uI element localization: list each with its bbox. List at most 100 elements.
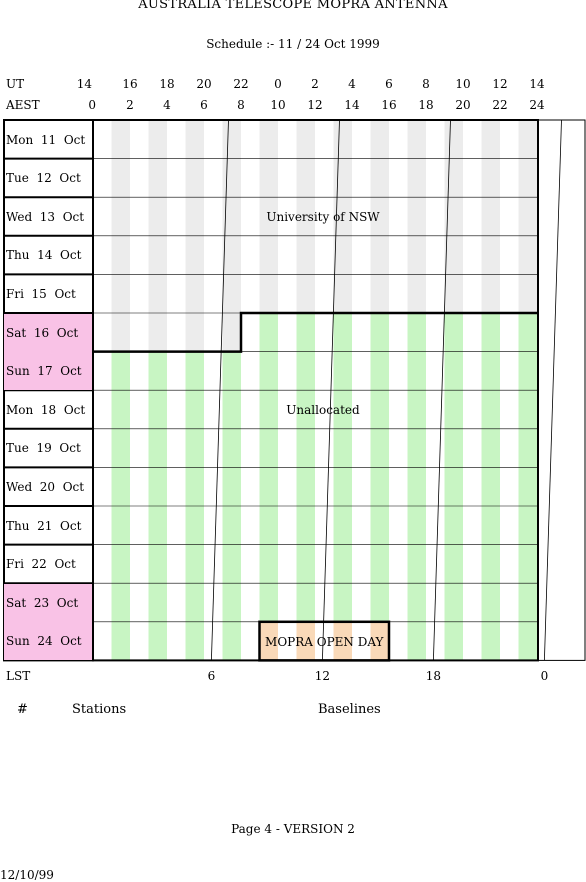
hour-shade bbox=[333, 390, 352, 429]
hour-shade bbox=[185, 390, 204, 429]
hour-shade bbox=[333, 351, 352, 391]
hour-shade bbox=[444, 235, 463, 275]
hour-shade bbox=[148, 274, 167, 313]
aest-tick: 24 bbox=[529, 98, 545, 112]
hour-shade bbox=[518, 621, 537, 661]
ut-tick: 2 bbox=[311, 77, 319, 91]
hour-shade bbox=[222, 120, 241, 159]
day-number: 24 bbox=[37, 634, 53, 649]
hour-shade bbox=[148, 197, 167, 236]
day-label: Sun 17 Oct bbox=[4, 352, 92, 391]
day-number: 20 bbox=[39, 479, 56, 494]
day-number: 21 bbox=[37, 518, 53, 533]
day-number: 11 bbox=[40, 132, 57, 147]
day-number: 13 bbox=[39, 209, 56, 224]
hour-shade bbox=[222, 583, 241, 622]
hour-shade bbox=[333, 120, 352, 159]
allocation-boundary bbox=[93, 311, 538, 353]
lst-tick: 6 bbox=[207, 669, 216, 683]
legend-stations: Stations bbox=[72, 702, 127, 717]
day-month: Oct bbox=[60, 364, 82, 379]
hour-shade bbox=[148, 235, 167, 275]
ut-tick: 4 bbox=[348, 77, 356, 91]
hour-shade bbox=[407, 351, 426, 391]
hour-shade bbox=[333, 235, 352, 275]
hour-shade bbox=[370, 197, 389, 236]
hour-shade bbox=[481, 120, 500, 159]
hour-shade bbox=[333, 506, 352, 545]
hour-shade bbox=[518, 467, 537, 506]
day-number: 19 bbox=[36, 441, 52, 456]
hour-shade bbox=[148, 390, 167, 429]
hour-shade bbox=[148, 544, 167, 584]
allocation-backgrounds bbox=[111, 120, 537, 661]
hour-shade bbox=[148, 506, 167, 545]
hour-shade bbox=[259, 274, 278, 313]
hour-shade bbox=[407, 428, 426, 468]
day-month: Oct bbox=[59, 171, 81, 186]
hour-shade bbox=[111, 351, 130, 391]
hour-shade bbox=[296, 467, 315, 506]
day-month: Oct bbox=[63, 402, 86, 417]
hour-shade bbox=[333, 158, 352, 198]
hour-shade bbox=[407, 506, 426, 545]
hour-shade bbox=[111, 621, 130, 661]
day-month: Oct bbox=[60, 634, 82, 649]
hour-shade bbox=[222, 313, 241, 352]
day-name: Tue bbox=[6, 171, 29, 186]
hour-shade bbox=[185, 313, 204, 352]
hour-shade bbox=[185, 235, 204, 275]
lst-lines bbox=[211, 119, 562, 661]
day-name: Thu bbox=[6, 518, 30, 533]
hour-shade bbox=[407, 274, 426, 313]
hour-shade bbox=[444, 351, 463, 391]
hour-shade bbox=[518, 351, 537, 391]
hour-shade bbox=[296, 544, 315, 584]
hour-shade bbox=[185, 506, 204, 545]
open-day-label: MOPRA OPEN DAY bbox=[265, 634, 384, 649]
lst-line bbox=[211, 119, 229, 661]
ut-tick: 14 bbox=[76, 77, 92, 91]
day-name: Tue bbox=[6, 441, 29, 456]
hour-shade bbox=[333, 467, 352, 506]
hour-shade bbox=[481, 390, 500, 429]
day-label: Thu 21 Oct bbox=[4, 507, 92, 545]
lst-axis-label: LST bbox=[6, 669, 31, 683]
hour-shade bbox=[481, 428, 500, 468]
aest-tick: 4 bbox=[163, 98, 171, 112]
hour-shade bbox=[222, 158, 241, 198]
hour-shade bbox=[296, 197, 315, 236]
day-number: 16 bbox=[33, 325, 50, 340]
hour-shade bbox=[222, 544, 241, 584]
hour-shade bbox=[333, 313, 352, 352]
aest-tick: 10 bbox=[270, 98, 286, 112]
hour-shade bbox=[222, 197, 241, 236]
day-number: 18 bbox=[40, 402, 57, 417]
hour-shade bbox=[370, 390, 389, 429]
day-name: Sat bbox=[6, 595, 27, 610]
hour-shade bbox=[518, 583, 537, 622]
hour-shade bbox=[111, 544, 130, 584]
day-month: Oct bbox=[56, 595, 79, 610]
day-label: Sat 23 Oct bbox=[4, 583, 92, 622]
day-label: Mon 11 Oct bbox=[4, 121, 92, 159]
day-month: Oct bbox=[56, 325, 79, 340]
hour-shade bbox=[296, 506, 315, 545]
day-month: Oct bbox=[60, 248, 82, 263]
day-label: Tue 12 Oct bbox=[4, 159, 92, 197]
hour-shade bbox=[259, 583, 278, 622]
page-title: AUSTRALIA TELESCOPE MOPRA ANTENNA bbox=[138, 0, 448, 12]
hour-shade bbox=[185, 351, 204, 391]
hour-shade bbox=[481, 313, 500, 352]
ut-tick: 18 bbox=[159, 77, 175, 91]
hour-shade bbox=[259, 428, 278, 468]
hour-shade bbox=[407, 583, 426, 622]
hour-shade bbox=[185, 428, 204, 468]
hour-shade bbox=[444, 197, 463, 236]
day-number: 15 bbox=[31, 286, 47, 301]
open-day-box bbox=[258, 620, 391, 662]
day-name: Sun bbox=[6, 364, 30, 379]
hour-shade bbox=[444, 544, 463, 584]
hour-shade bbox=[222, 274, 241, 313]
hour-shade bbox=[296, 583, 315, 622]
